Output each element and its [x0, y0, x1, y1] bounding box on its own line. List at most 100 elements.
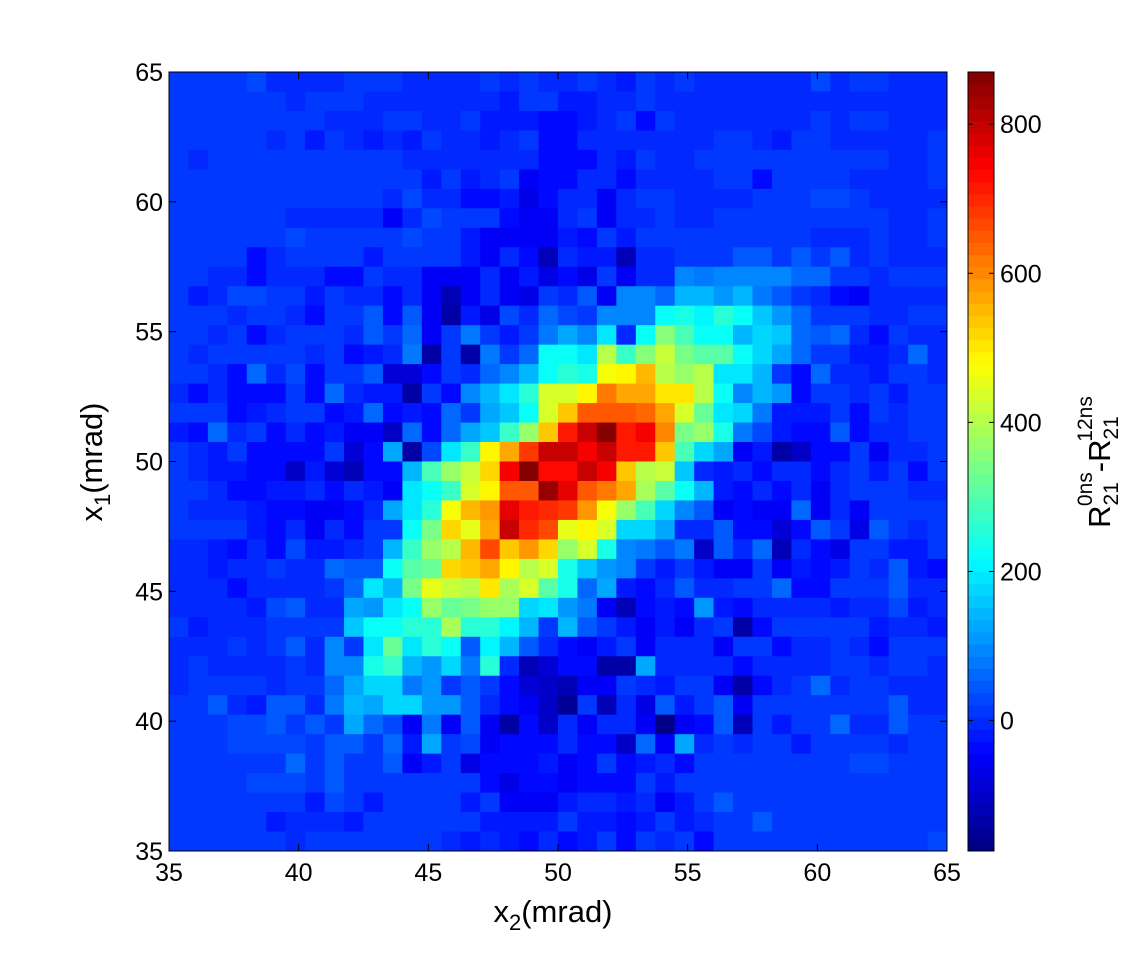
heatmap-cell	[402, 675, 423, 696]
heatmap-cell	[344, 597, 364, 618]
heatmap-cell	[421, 539, 442, 560]
heatmap-cell	[908, 597, 929, 618]
heatmap-cell	[363, 305, 384, 326]
heatmap-cell	[246, 792, 267, 813]
heatmap-cell	[771, 188, 792, 209]
heatmap-cell	[402, 72, 423, 92]
heatmap-cell	[227, 227, 248, 248]
heatmap-cell	[927, 578, 948, 599]
heatmap-cell	[694, 714, 715, 735]
heatmap-cell	[558, 344, 578, 365]
heatmap-cell	[752, 480, 773, 501]
heatmap-cell	[733, 169, 753, 190]
heatmap-cell	[616, 500, 637, 521]
heatmap-cell	[558, 383, 578, 404]
heatmap-cell	[596, 617, 617, 638]
heatmap-cell	[324, 734, 345, 755]
heatmap-cell	[499, 753, 520, 774]
heatmap-cell	[694, 403, 715, 424]
heatmap-cell	[888, 812, 909, 833]
heatmap-cell	[382, 208, 403, 229]
heatmap-cell	[499, 597, 520, 618]
heatmap-cell	[499, 539, 520, 560]
heatmap-cell	[791, 422, 812, 443]
heatmap-cell	[169, 227, 189, 248]
heatmap-cell	[519, 480, 540, 501]
heatmap-cell	[382, 578, 403, 599]
heatmap-cell	[771, 656, 792, 677]
heatmap-cell	[207, 208, 228, 229]
heatmap-cell	[207, 519, 228, 540]
heatmap-cell	[305, 364, 326, 385]
heatmap-cell	[188, 714, 209, 735]
heatmap-cell	[558, 325, 578, 346]
heatmap-cell	[207, 812, 228, 833]
heatmap-cell	[402, 208, 423, 229]
colorbar-swatch	[968, 558, 994, 572]
heatmap-cell	[908, 442, 929, 462]
heatmap-cell	[577, 325, 598, 346]
heatmap-cell	[752, 325, 773, 346]
heatmap-cell	[733, 500, 753, 521]
heatmap-cell	[538, 286, 559, 307]
heatmap-cell	[577, 305, 598, 326]
heatmap-cell	[713, 461, 734, 482]
heatmap-cell	[733, 480, 753, 501]
heatmap-cell	[752, 227, 773, 248]
heatmap-cell	[655, 500, 676, 521]
heatmap-cell	[285, 500, 306, 521]
heatmap-cell	[538, 656, 559, 677]
heatmap-cell	[363, 247, 384, 268]
heatmap-cell	[830, 636, 851, 657]
heatmap-cell	[655, 208, 676, 229]
heatmap-cell	[246, 422, 267, 443]
heatmap-cell	[888, 792, 909, 813]
heatmap-cell	[344, 383, 364, 404]
heatmap-cell	[324, 831, 345, 852]
heatmap-cell	[927, 72, 948, 92]
heatmap-cell	[713, 403, 734, 424]
colorbar-frame	[967, 71, 995, 852]
colorbar-swatch	[968, 704, 994, 718]
heatmap-cell	[305, 344, 326, 365]
heatmap-cell	[908, 578, 929, 599]
colorbar-swatch	[968, 753, 994, 767]
heatmap-cell	[888, 91, 909, 112]
heatmap-cell	[596, 325, 617, 346]
heatmap-cell	[771, 247, 792, 268]
heatmap-cell	[246, 539, 267, 560]
heatmap-cell	[674, 597, 695, 618]
heatmap-cell	[927, 753, 948, 774]
heatmap-cell	[810, 734, 831, 755]
heatmap-cell	[480, 208, 501, 229]
heatmap-cell	[849, 364, 870, 385]
heatmap-cell	[927, 656, 948, 677]
heatmap-cell	[266, 344, 287, 365]
heatmap-cell	[674, 695, 695, 716]
y-tick-label: 45	[135, 578, 163, 606]
heatmap-cell	[538, 617, 559, 638]
heatmap-cell	[908, 305, 929, 326]
heatmap-cell	[908, 403, 929, 424]
heatmap-cell	[733, 72, 753, 92]
heatmap-cell	[519, 753, 540, 774]
heatmap-cell	[227, 149, 248, 170]
heatmap-cell	[499, 169, 520, 190]
heatmap-cell	[266, 812, 287, 833]
heatmap-cell	[927, 325, 948, 346]
heatmap-cell	[577, 792, 598, 813]
heatmap-cell	[771, 753, 792, 774]
heatmap-cell	[266, 695, 287, 716]
heatmap-cell	[421, 247, 442, 268]
heatmap-cell	[558, 695, 578, 716]
heatmap-cell	[538, 714, 559, 735]
heatmap-cell	[382, 91, 403, 112]
heatmap-cell	[324, 675, 345, 696]
heatmap-cell	[363, 169, 384, 190]
heatmap-cell	[188, 344, 209, 365]
heatmap-cell	[169, 636, 189, 657]
heatmap-cell	[344, 72, 364, 92]
heatmap-cell	[888, 305, 909, 326]
x-tick-label: 50	[544, 859, 572, 887]
